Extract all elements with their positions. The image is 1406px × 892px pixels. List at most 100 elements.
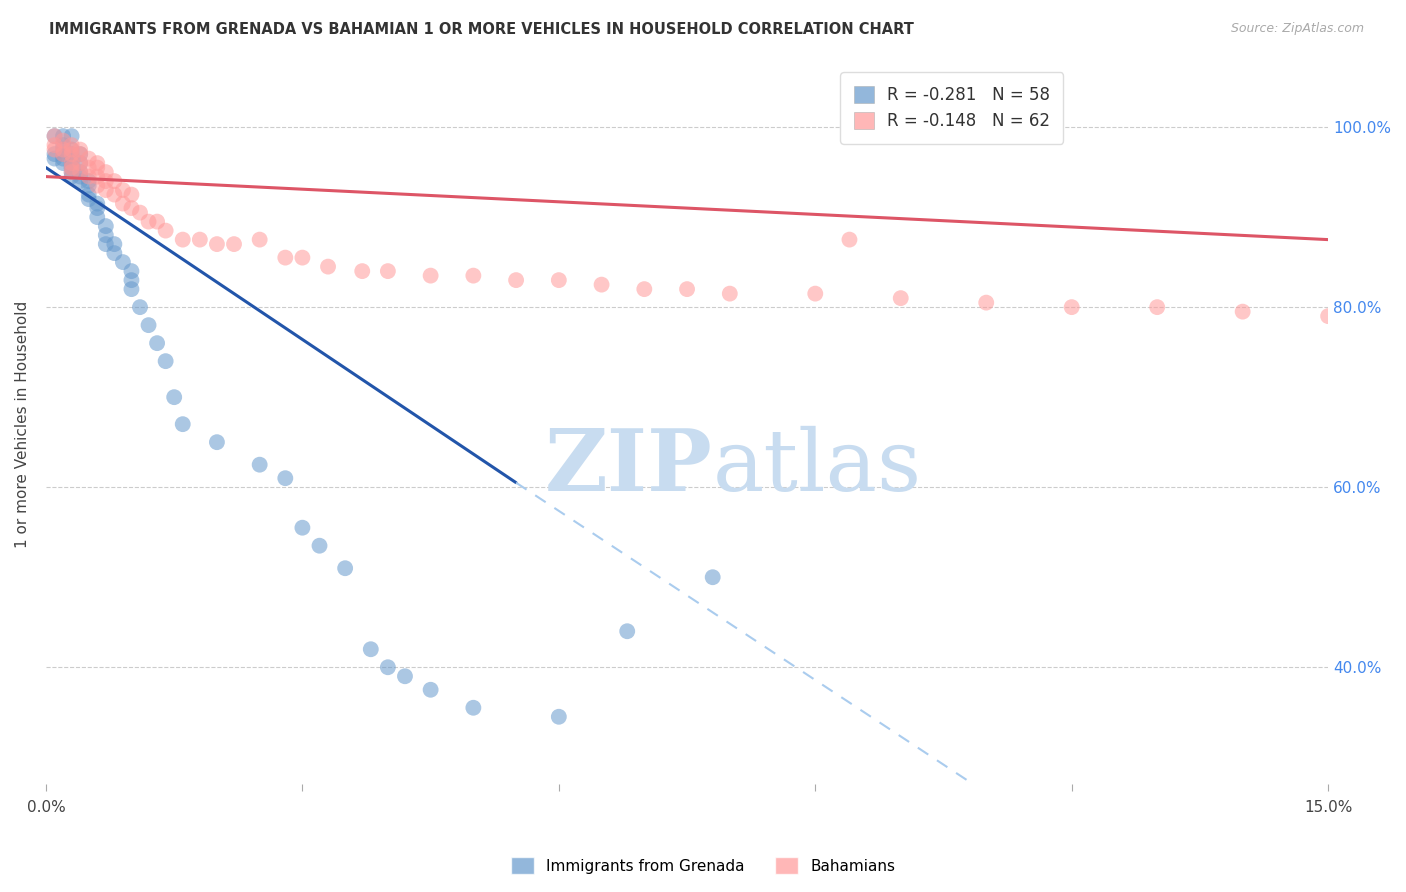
Point xyxy=(94,174,117,188)
Text: IMMIGRANTS FROM GRENADA VS BAHAMIAN 1 OR MORE VEHICLES IN HOUSEHOLD CORRELATION : IMMIGRANTS FROM GRENADA VS BAHAMIAN 1 OR… xyxy=(49,22,914,37)
Point xyxy=(60,169,83,184)
Point xyxy=(333,561,356,575)
Point xyxy=(205,237,228,252)
Point xyxy=(69,169,91,184)
Point xyxy=(86,161,108,175)
Point xyxy=(291,251,314,265)
Point xyxy=(94,219,117,233)
Point xyxy=(52,129,75,144)
Text: Source: ZipAtlas.com: Source: ZipAtlas.com xyxy=(1230,22,1364,36)
Point xyxy=(316,260,339,274)
Point xyxy=(222,237,245,252)
Point xyxy=(702,570,724,584)
Point xyxy=(103,237,125,252)
Point xyxy=(60,138,83,153)
Point xyxy=(146,214,169,228)
Point xyxy=(52,138,75,153)
Point xyxy=(377,264,399,278)
Point xyxy=(86,156,108,170)
Point xyxy=(60,156,83,170)
Point xyxy=(52,143,75,157)
Point xyxy=(155,224,177,238)
Point xyxy=(60,143,83,157)
Point xyxy=(129,300,152,314)
Legend: Immigrants from Grenada, Bahamians: Immigrants from Grenada, Bahamians xyxy=(505,851,901,880)
Point xyxy=(52,156,75,170)
Point xyxy=(163,390,186,404)
Point xyxy=(804,286,827,301)
Point xyxy=(633,282,655,296)
Point xyxy=(291,521,314,535)
Point xyxy=(60,152,83,166)
Point xyxy=(44,129,66,144)
Point xyxy=(44,129,66,144)
Point xyxy=(103,187,125,202)
Point xyxy=(249,233,271,247)
Point xyxy=(616,624,638,639)
Text: atlas: atlas xyxy=(713,425,922,509)
Point xyxy=(77,161,100,175)
Point xyxy=(44,143,66,157)
Point xyxy=(60,147,83,161)
Point xyxy=(1317,309,1340,323)
Point xyxy=(308,539,330,553)
Point xyxy=(120,187,142,202)
Point xyxy=(52,134,75,148)
Point xyxy=(419,268,441,283)
Point xyxy=(77,169,100,184)
Point xyxy=(394,669,416,683)
Point xyxy=(890,291,912,305)
Point xyxy=(129,205,152,219)
Y-axis label: 1 or more Vehicles in Household: 1 or more Vehicles in Household xyxy=(15,301,30,548)
Point xyxy=(77,174,100,188)
Point xyxy=(52,143,75,157)
Point xyxy=(52,147,75,161)
Point xyxy=(352,264,374,278)
Legend: R = -0.281   N = 58, R = -0.148   N = 62: R = -0.281 N = 58, R = -0.148 N = 62 xyxy=(841,72,1063,144)
Point xyxy=(146,336,169,351)
Point xyxy=(77,187,100,202)
Point xyxy=(94,228,117,243)
Point xyxy=(69,174,91,188)
Point xyxy=(77,192,100,206)
Point xyxy=(838,233,860,247)
Point xyxy=(103,174,125,188)
Point xyxy=(111,196,134,211)
Point xyxy=(120,282,142,296)
Point xyxy=(86,201,108,215)
Point xyxy=(463,268,485,283)
Point xyxy=(77,178,100,193)
Point xyxy=(111,255,134,269)
Point xyxy=(120,201,142,215)
Point xyxy=(94,165,117,179)
Point xyxy=(60,147,83,161)
Point xyxy=(249,458,271,472)
Point xyxy=(274,251,297,265)
Point xyxy=(69,165,91,179)
Point xyxy=(94,183,117,197)
Point xyxy=(1232,304,1254,318)
Point xyxy=(718,286,741,301)
Point xyxy=(60,129,83,144)
Point xyxy=(111,183,134,197)
Point xyxy=(547,273,569,287)
Point xyxy=(60,156,83,170)
Point xyxy=(172,417,194,432)
Point xyxy=(44,152,66,166)
Point xyxy=(547,710,569,724)
Point xyxy=(120,264,142,278)
Point xyxy=(77,152,100,166)
Point xyxy=(52,152,75,166)
Point xyxy=(60,143,83,157)
Point xyxy=(1146,300,1168,314)
Point xyxy=(155,354,177,368)
Point xyxy=(1060,300,1083,314)
Point xyxy=(52,147,75,161)
Point xyxy=(205,435,228,450)
Point xyxy=(69,147,91,161)
Point xyxy=(974,295,997,310)
Point xyxy=(44,138,66,153)
Point xyxy=(120,273,142,287)
Point xyxy=(86,178,108,193)
Point xyxy=(44,147,66,161)
